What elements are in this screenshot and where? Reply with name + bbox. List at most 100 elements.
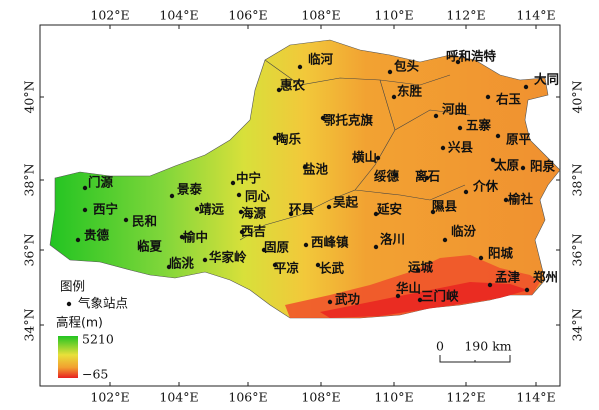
region-boundary (239, 59, 471, 241)
station-dot (239, 229, 245, 235)
station-label: 西峰镇 (311, 235, 349, 250)
station-dot (123, 217, 129, 223)
station-label: 阳城 (488, 246, 514, 261)
station-dot (503, 197, 509, 203)
station-dot (276, 87, 282, 93)
station-dot (236, 192, 242, 198)
station-label: 华家岭 (209, 250, 247, 265)
lon-label-top: 102°E (90, 8, 129, 23)
station-label: 包头 (393, 59, 420, 74)
lat-label-right: 36°N (570, 233, 585, 266)
station-dot (490, 157, 496, 163)
station-label: 贵德 (84, 228, 110, 243)
station-dot (524, 287, 530, 293)
station-label: 陶乐 (276, 132, 302, 147)
station-dot (75, 237, 81, 243)
lowland-core (320, 282, 528, 318)
station-label: 景泰 (177, 182, 203, 197)
lat-label-left: 36°N (22, 233, 37, 266)
station-label: 郑州 (533, 270, 558, 285)
station-dot (487, 282, 493, 288)
lat-label-right: 38°N (570, 163, 585, 196)
station-label: 绥德 (374, 169, 400, 184)
station-label: 太原 (494, 158, 520, 173)
station-dot (478, 255, 484, 261)
station-label: 阳泉 (530, 159, 556, 174)
station-label: 临洮 (169, 256, 195, 271)
station-label: 西宁 (93, 202, 118, 217)
station-dot (375, 155, 381, 161)
station-dot (137, 244, 143, 250)
scale-bar: 0 190 km (436, 339, 512, 363)
station-dot (288, 211, 294, 217)
station-dot (194, 206, 200, 212)
lat-label-left: 40°N (22, 80, 37, 113)
station-dot (373, 211, 379, 217)
station-dot (393, 172, 399, 178)
legend-title: 图例 (60, 279, 85, 294)
station-label: 海源 (241, 206, 267, 221)
station-label: 河曲 (442, 102, 467, 117)
lon-label-bottom: 108°E (301, 390, 340, 405)
station-label: 横山 (352, 150, 377, 165)
station-label: 环县 (289, 202, 315, 217)
station-label: 华山 (396, 281, 421, 296)
station-label: 呼和浩特 (446, 49, 497, 64)
station-label: 西吉 (241, 224, 266, 239)
station-dot (230, 180, 236, 186)
station-label: 五寨 (466, 118, 492, 133)
legend-station-dot (66, 301, 72, 307)
lon-label-bottom: 106°E (228, 390, 267, 405)
station-dot (303, 242, 309, 248)
station-dot (315, 262, 321, 268)
station-label: 榆社 (508, 192, 534, 207)
station-dot (169, 193, 175, 199)
station-dot (238, 209, 244, 215)
station-label: 大同 (534, 72, 559, 87)
station-dot (297, 64, 303, 70)
station-dot (166, 264, 172, 270)
station-label: 洛川 (380, 232, 405, 247)
lon-label-bottom: 114°E (516, 390, 555, 405)
station-label: 武功 (335, 292, 360, 307)
scale-line (439, 355, 511, 363)
station-label: 平凉 (274, 261, 300, 276)
station-dot (430, 209, 436, 215)
station-dot (320, 115, 326, 121)
lon-label-bottom: 112°E (446, 390, 485, 405)
lowland (285, 255, 540, 318)
station-dot (455, 59, 461, 65)
station-label: 吴起 (333, 195, 359, 210)
station-dot (179, 234, 185, 240)
station-dot (327, 299, 333, 305)
station-dot (520, 165, 526, 171)
station-label: 临河 (308, 52, 334, 67)
station-label: 隰县 (432, 199, 458, 214)
station-dot (387, 69, 393, 75)
station-label: 门源 (88, 175, 114, 190)
station-label: 盐池 (303, 162, 329, 177)
station-dot (302, 164, 308, 170)
legend: 图例 气象站点 高程(m) 5210 −65 (56, 279, 128, 382)
station-label: 民和 (132, 214, 157, 229)
scale-end: 190 km (464, 339, 511, 354)
station-dot (495, 133, 501, 139)
station-dot (202, 257, 208, 263)
station-label: 长武 (319, 261, 345, 276)
lat-label-left: 38°N (22, 163, 37, 196)
station-label: 同心 (245, 189, 271, 204)
lon-label-top: 114°E (516, 8, 555, 23)
station-label: 右玉 (495, 92, 522, 107)
station-label: 原平 (506, 132, 532, 147)
scale-start: 0 (436, 339, 444, 354)
elevation-min: −65 (82, 367, 108, 382)
station-label: 延安 (376, 202, 402, 217)
station-dot (417, 297, 423, 303)
station-dot (424, 175, 430, 181)
station-label: 临夏 (137, 239, 163, 254)
station-label: 惠农 (280, 78, 306, 93)
legend-station-label: 气象站点 (78, 296, 128, 311)
station-dot (326, 204, 332, 210)
